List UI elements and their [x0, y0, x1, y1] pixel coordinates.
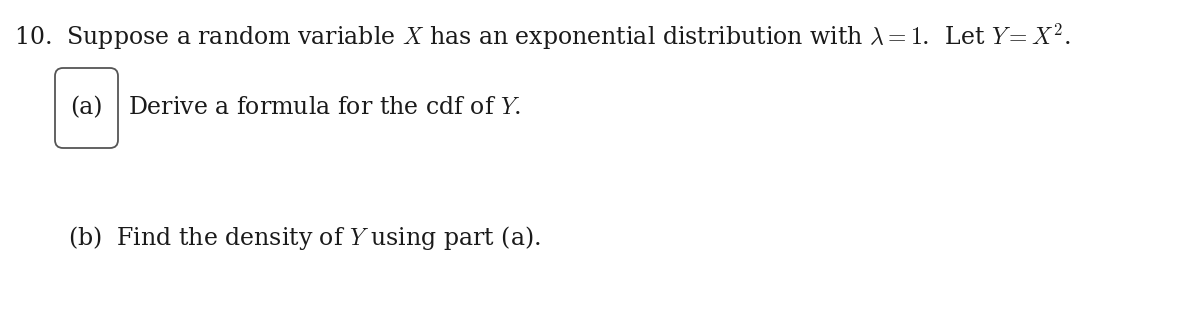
- Text: 10.  Suppose a random variable $X$ has an exponential distribution with $\lambda: 10. Suppose a random variable $X$ has an…: [14, 22, 1070, 52]
- Text: (b)  Find the density of $Y$ using part (a).: (b) Find the density of $Y$ using part (…: [68, 224, 541, 252]
- Text: Derive a formula for the cdf of $Y$.: Derive a formula for the cdf of $Y$.: [128, 96, 521, 120]
- Text: (a): (a): [70, 96, 102, 120]
